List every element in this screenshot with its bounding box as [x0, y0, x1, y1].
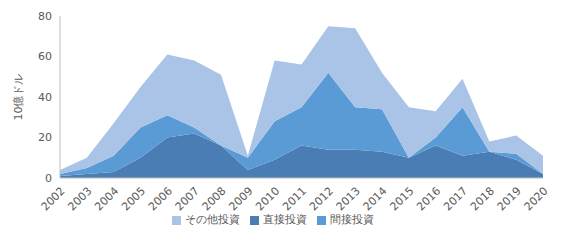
- svg-text:2014: 2014: [361, 184, 390, 213]
- html-text:その他投資: その他投資: [184, 213, 240, 226]
- svg-text:2004: 2004: [92, 184, 121, 213]
- svg-text:60: 60: [38, 50, 52, 63]
- svg-text:2016: 2016: [414, 184, 443, 213]
- svg-text:2011: 2011: [280, 184, 309, 213]
- svg-text:2009: 2009: [226, 184, 255, 213]
- svg-text:2005: 2005: [119, 184, 148, 213]
- svg-text:2008: 2008: [200, 184, 229, 213]
- svg-text:20: 20: [38, 131, 52, 144]
- html-text:直接投資: 直接投資: [262, 213, 307, 226]
- svg-text:2015: 2015: [387, 184, 416, 213]
- svg-text:2017: 2017: [441, 184, 470, 213]
- svg-text:2003: 2003: [65, 184, 94, 213]
- svg-text:2007: 2007: [173, 184, 202, 213]
- svg-text:0: 0: [45, 172, 52, 185]
- svg-text:2018: 2018: [468, 184, 497, 213]
- svg-text:2012: 2012: [307, 184, 336, 213]
- svg-text:2002: 2002: [39, 184, 68, 213]
- html-text:間接投資: 間接投資: [329, 213, 374, 226]
- svg-text:80: 80: [38, 10, 52, 23]
- svg-text:2013: 2013: [334, 184, 363, 213]
- svg-text:10億ドル: 10億ドル: [12, 74, 25, 121]
- svg-text:2020: 2020: [522, 184, 551, 213]
- svg-text:2006: 2006: [146, 184, 175, 213]
- svg-text:2019: 2019: [495, 184, 524, 213]
- svg-text:40: 40: [38, 91, 52, 104]
- svg-text:2010: 2010: [253, 184, 282, 213]
